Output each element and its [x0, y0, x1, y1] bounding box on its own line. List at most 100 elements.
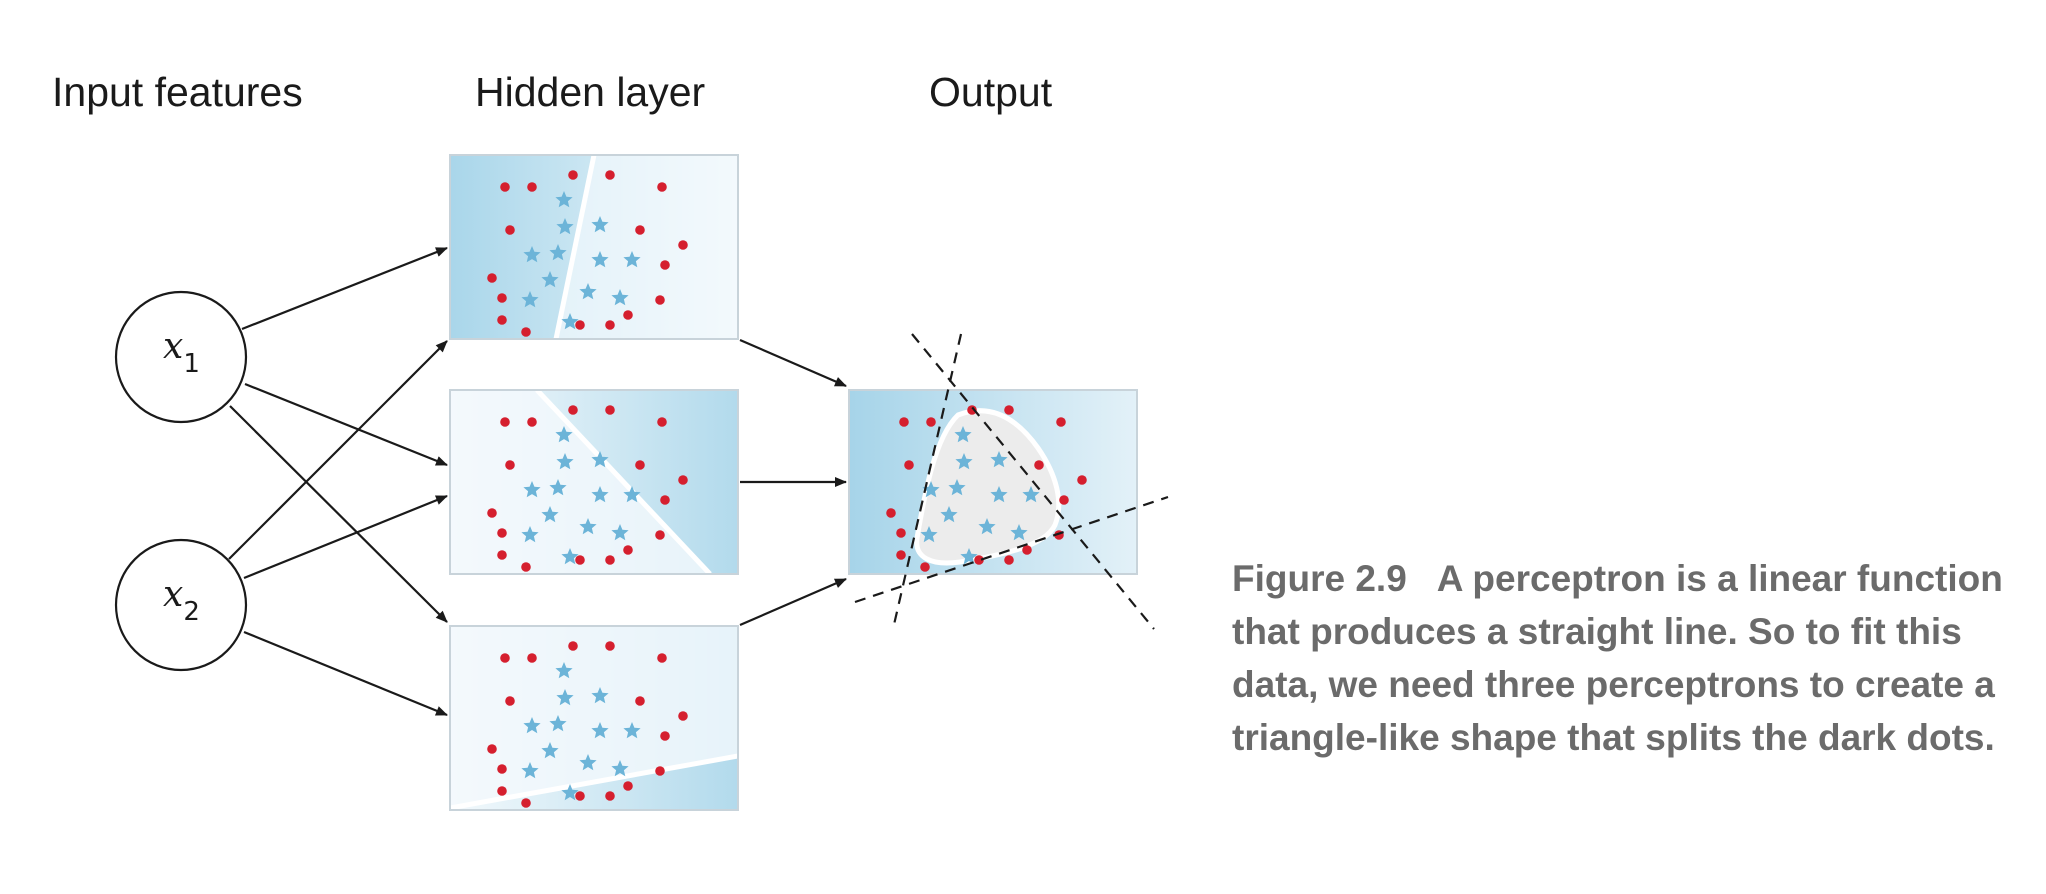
blue-star-icon: [521, 291, 539, 308]
red-dot-icon: [678, 711, 688, 721]
blue-star-icon: [1010, 524, 1028, 541]
data-points: [487, 405, 688, 572]
red-dot-icon: [568, 170, 578, 180]
red-dot-icon: [1059, 495, 1069, 505]
red-dot-icon: [635, 696, 645, 706]
blue-star-icon: [954, 426, 972, 443]
blue-star-icon: [579, 754, 597, 771]
red-dot-icon: [1034, 460, 1044, 470]
red-dot-icon: [635, 225, 645, 235]
red-dot-icon: [500, 417, 510, 427]
hidden-layer-header: Hidden layer: [475, 69, 705, 115]
red-dot-icon: [497, 315, 507, 325]
edge-x1-h3: [229, 405, 448, 623]
red-dot-icon: [497, 293, 507, 303]
red-dot-icon: [568, 641, 578, 651]
red-dot-icon: [527, 417, 537, 427]
hidden-panel-3: [449, 625, 739, 811]
blue-star-icon: [591, 722, 609, 739]
data-points: [487, 641, 688, 808]
caption-text: A perceptron is a linear function that p…: [1232, 558, 2003, 758]
blue-star-icon: [549, 479, 567, 496]
blue-star-icon: [521, 526, 539, 543]
edge-x2-h2: [243, 494, 448, 580]
decision-boundary-3: [450, 753, 738, 810]
node-x2-symbol: x: [163, 574, 183, 615]
blue-star-icon: [556, 689, 574, 706]
blue-star-icon: [541, 742, 559, 759]
blue-star-icon: [591, 486, 609, 503]
red-dot-icon: [497, 528, 507, 538]
blue-star-icon: [611, 289, 629, 306]
blue-star-icon: [523, 246, 541, 263]
decision-boundary-1: [553, 155, 597, 339]
blue-star-icon: [561, 548, 579, 565]
red-dot-icon: [605, 555, 615, 565]
red-dot-icon: [497, 764, 507, 774]
red-dot-icon: [605, 791, 615, 801]
input-node-x2: x2: [114, 538, 248, 672]
blue-star-icon: [623, 251, 641, 268]
dashed-line-1: [891, 333, 963, 630]
blue-star-icon: [561, 784, 579, 801]
dashed-line-3: [854, 495, 1169, 604]
blue-star-icon: [948, 479, 966, 496]
red-dot-icon: [678, 240, 688, 250]
red-dot-icon: [657, 653, 667, 663]
blue-star-icon: [549, 715, 567, 732]
red-dot-icon: [521, 562, 531, 572]
red-dot-icon: [575, 320, 585, 330]
red-dot-icon: [896, 528, 906, 538]
blue-star-icon: [591, 251, 609, 268]
blue-star-icon: [611, 524, 629, 541]
blue-star-icon: [556, 218, 574, 235]
red-dot-icon: [575, 555, 585, 565]
red-dot-icon: [605, 641, 615, 651]
red-dot-icon: [886, 508, 896, 518]
red-dot-icon: [623, 781, 633, 791]
blue-star-icon: [990, 451, 1008, 468]
red-dot-icon: [660, 260, 670, 270]
red-dot-icon: [505, 225, 515, 235]
blue-star-icon: [555, 426, 573, 443]
data-points: [487, 170, 688, 337]
blue-star-icon: [549, 244, 567, 261]
red-dot-icon: [660, 495, 670, 505]
red-dot-icon: [497, 786, 507, 796]
red-dot-icon: [527, 182, 537, 192]
red-dot-icon: [575, 791, 585, 801]
blue-star-icon: [1022, 486, 1040, 503]
blue-star-icon: [556, 453, 574, 470]
input-features-header: Input features: [52, 69, 303, 115]
red-dot-icon: [487, 744, 497, 754]
edge-x2-h1: [228, 340, 448, 560]
svg-text:x2: x2: [163, 574, 200, 627]
red-dot-icon: [1004, 555, 1014, 565]
blue-star-icon: [555, 662, 573, 679]
blue-star-icon: [591, 216, 609, 233]
blue-star-icon: [623, 486, 641, 503]
data-points: [886, 405, 1087, 572]
blue-star-icon: [960, 548, 978, 565]
blue-star-icon: [561, 313, 579, 330]
red-dot-icon: [657, 417, 667, 427]
connections: [228, 246, 847, 717]
red-dot-icon: [904, 460, 914, 470]
red-dot-icon: [660, 731, 670, 741]
red-dot-icon: [899, 417, 909, 427]
edge-h3-out: [739, 577, 847, 627]
blue-star-icon: [591, 451, 609, 468]
blue-star-icon: [940, 506, 958, 523]
blue-star-icon: [579, 518, 597, 535]
red-dot-icon: [974, 555, 984, 565]
red-dot-icon: [497, 550, 507, 560]
blue-star-icon: [611, 760, 629, 777]
blue-star-icon: [523, 717, 541, 734]
red-dot-icon: [487, 273, 497, 283]
hidden-panel-1: [449, 154, 739, 340]
red-dot-icon: [521, 798, 531, 808]
edge-x1-h1: [241, 246, 448, 331]
node-x2-subscript: 2: [183, 597, 200, 627]
red-dot-icon: [505, 696, 515, 706]
